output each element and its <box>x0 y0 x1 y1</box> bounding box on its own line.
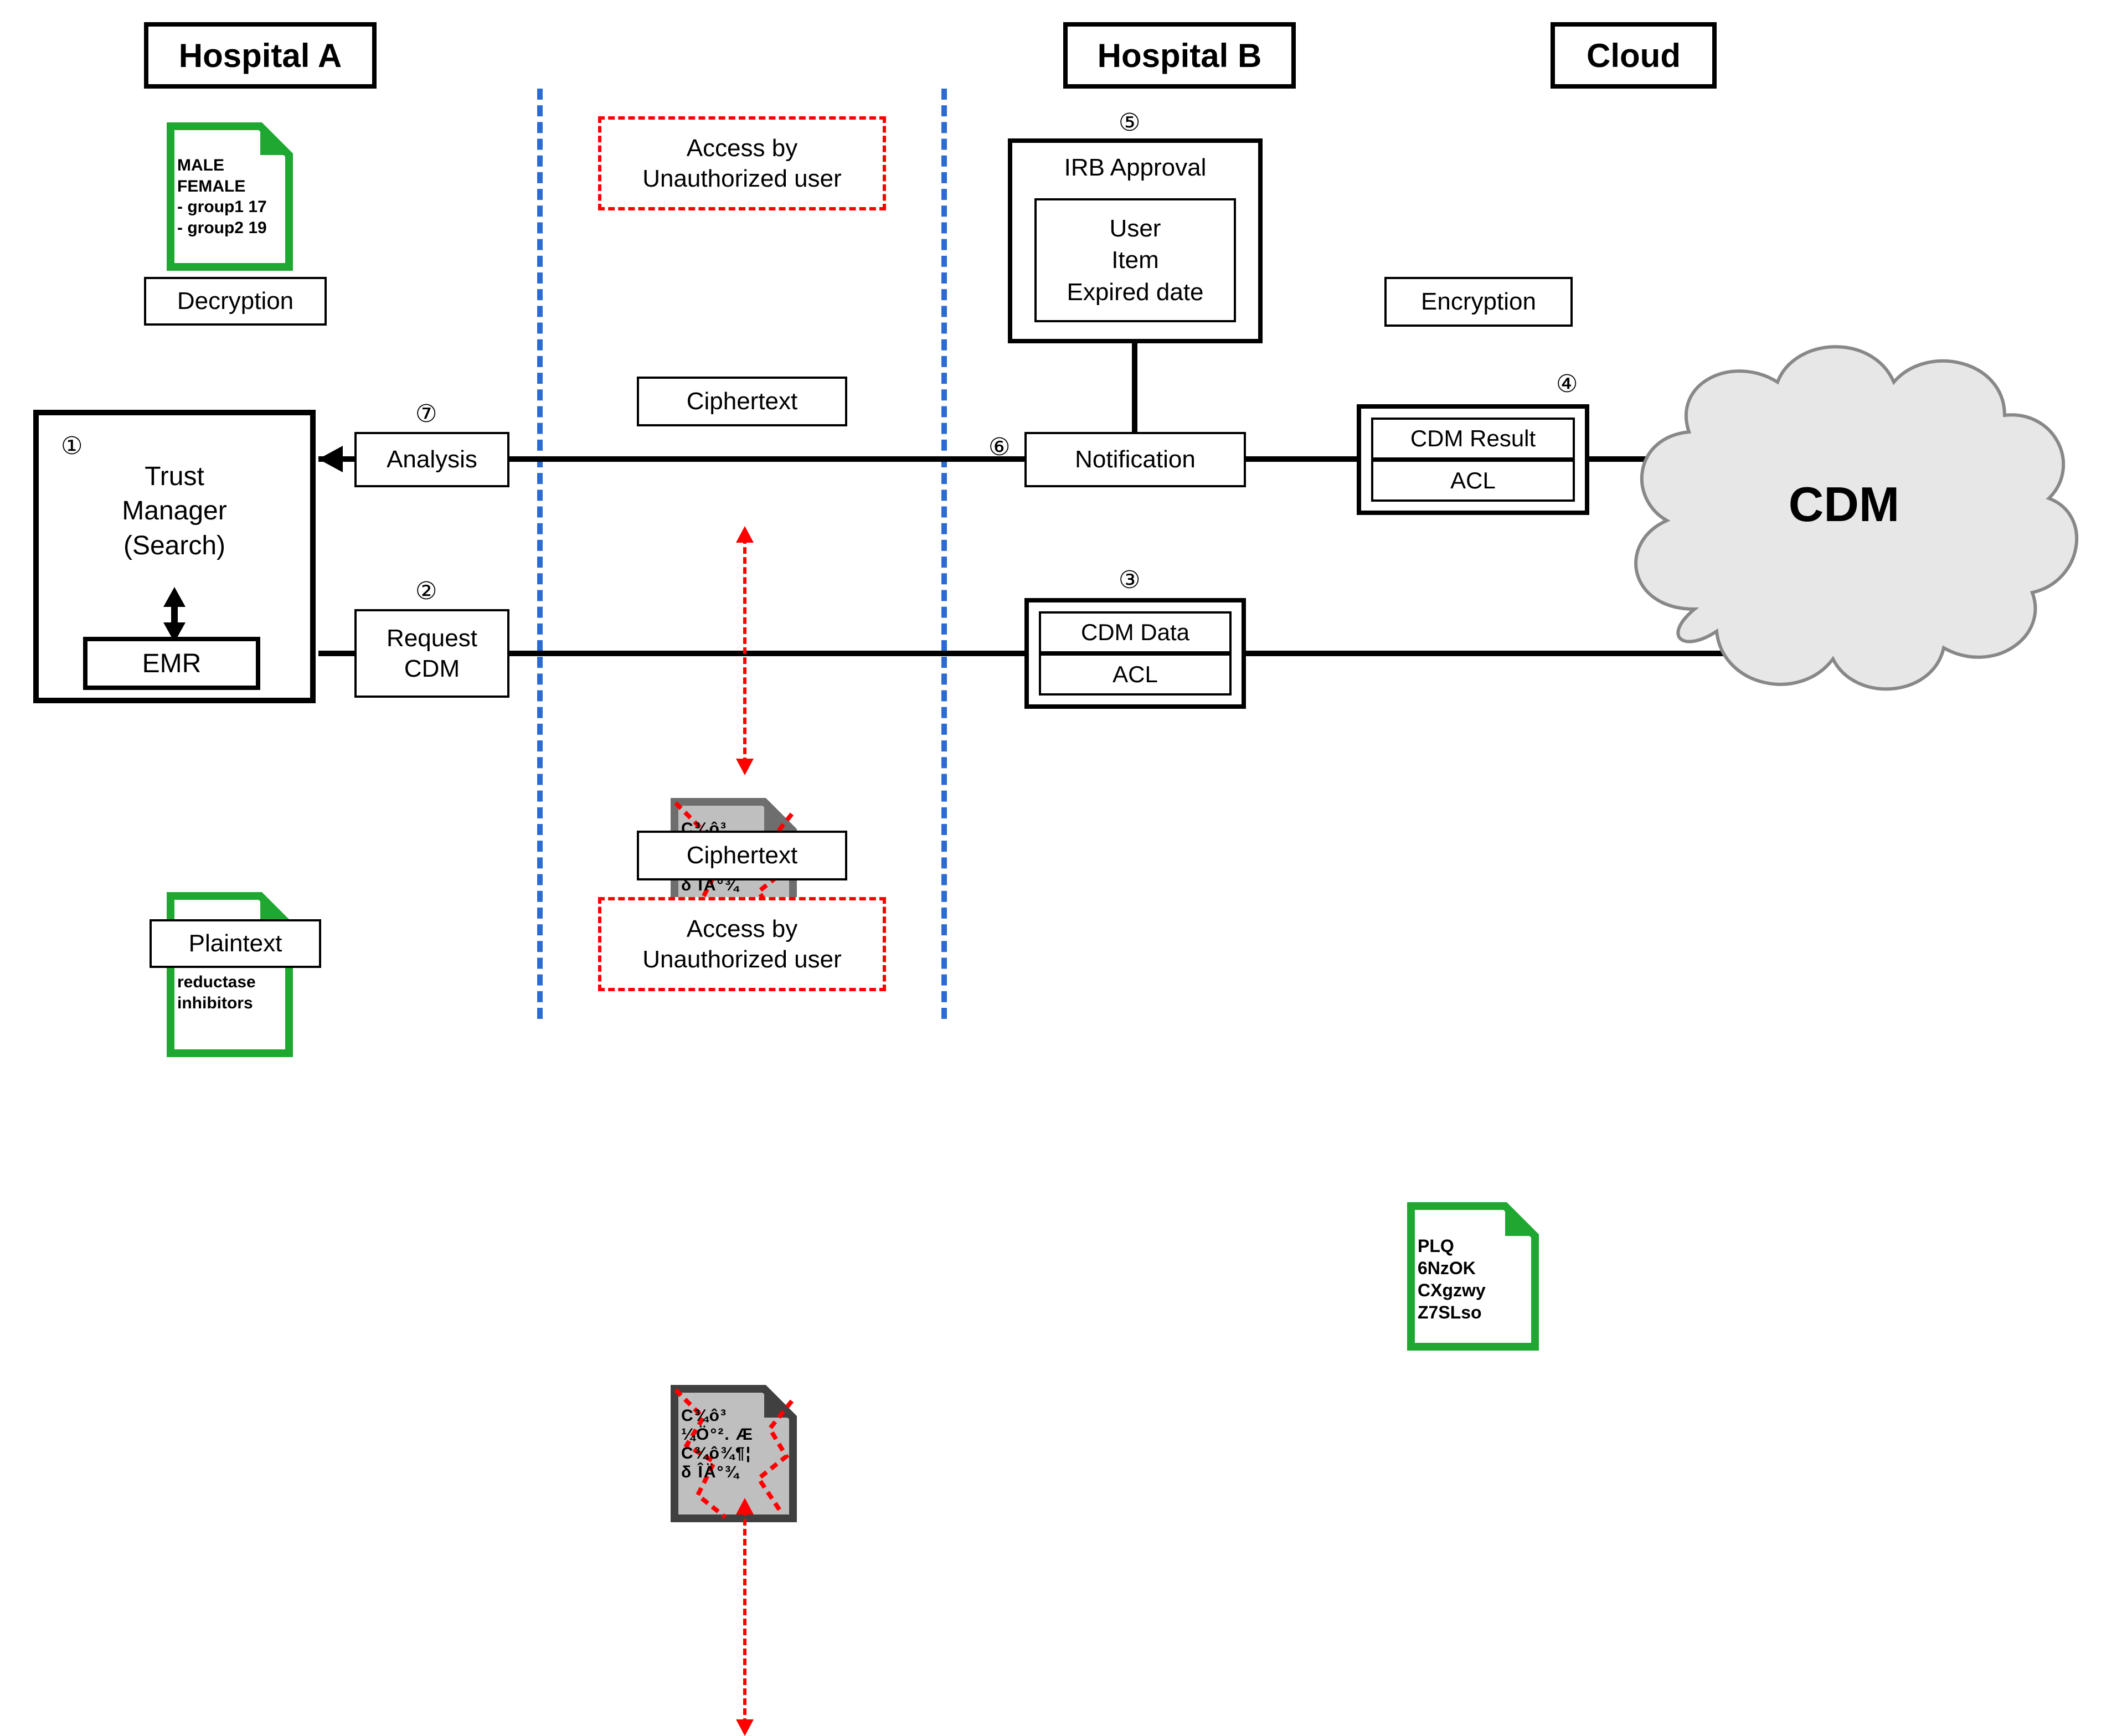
cdm-cloud: CDM <box>1595 299 2093 714</box>
cdm-result-line2: ACL <box>1450 467 1496 494</box>
ciphertext-top-doc: C¾ô³ ¼Ö°². Æ C¾ô¾¶¦ δ ÎÄ°¾ <box>670 797 2122 936</box>
encryption-doc: PLQ 6NzOK CXgzwy Z7SLso <box>1407 1202 2122 1351</box>
unauthorized-top: Access by Unauthorized user <box>598 116 886 210</box>
step-5: ⑤ <box>1119 109 1140 137</box>
cdm-result-box: CDM Result ACL <box>1357 404 1589 515</box>
header-hospital-b: Hospital B <box>1063 22 1296 89</box>
step-3: ③ <box>1119 566 1140 594</box>
cdm-result-line1: CDM Result <box>1410 425 1536 452</box>
cdm-data-box: CDM Data ACL <box>1024 598 1246 709</box>
step-2: ② <box>415 577 437 605</box>
diagram-canvas: Hospital A Hospital B Cloud ① Trust Mana… <box>0 0 2122 1020</box>
ciphertext-top-label: Ciphertext <box>637 377 847 426</box>
emr-box: EMR <box>83 637 260 690</box>
trust-manager-box: ① Trust Manager (Search) EMR <box>33 410 316 703</box>
header-cloud: Cloud <box>1551 22 1717 89</box>
analysis-box: Analysis <box>354 432 509 487</box>
irb-title: IRB Approval <box>1012 154 1258 182</box>
unauth-bottom-arrow <box>736 1498 753 1736</box>
cdm-data-line1: CDM Data <box>1081 619 1189 646</box>
notification-box: Notification <box>1024 432 1246 487</box>
step-6: ⑥ <box>988 433 1010 461</box>
trust-manager-text: Trust Manager (Search) <box>39 460 310 563</box>
step-7: ⑦ <box>415 400 437 428</box>
header-cloud-text: Cloud <box>1587 37 1681 75</box>
plaintext-label: Plaintext <box>150 919 321 968</box>
cdm-cloud-text: CDM <box>1595 476 2093 533</box>
unauth-top-arrow <box>736 526 753 775</box>
step-4: ④ <box>1556 370 1578 398</box>
irb-box: IRB Approval User Item Expired date <box>1008 138 1263 343</box>
header-hospital-b-text: Hospital B <box>1098 37 1262 75</box>
cdm-data-line2: ACL <box>1112 661 1158 688</box>
ciphertext-bottom-doc: C¾ô³ ¼Ö°². Æ C¾ô¾¶¦ δ ÎÄ°¾ <box>670 1384 2122 1523</box>
header-hospital-a: Hospital A <box>144 22 377 89</box>
ciphertext-bottom-label: Ciphertext <box>637 831 847 880</box>
step-1: ① <box>61 432 83 460</box>
encryption-label: Encryption <box>1384 277 1573 327</box>
request-cdm-box: Request CDM <box>354 609 509 698</box>
irb-inner: User Item Expired date <box>1034 198 1236 322</box>
unauthorized-bottom: Access by Unauthorized user <box>598 897 886 991</box>
trust-emr-arrow <box>163 587 186 642</box>
header-hospital-a-text: Hospital A <box>179 37 342 75</box>
irb-to-notif-line <box>1132 343 1137 432</box>
flow-line-top-arrow <box>318 446 343 472</box>
decryption-label: Decryption <box>144 277 327 326</box>
